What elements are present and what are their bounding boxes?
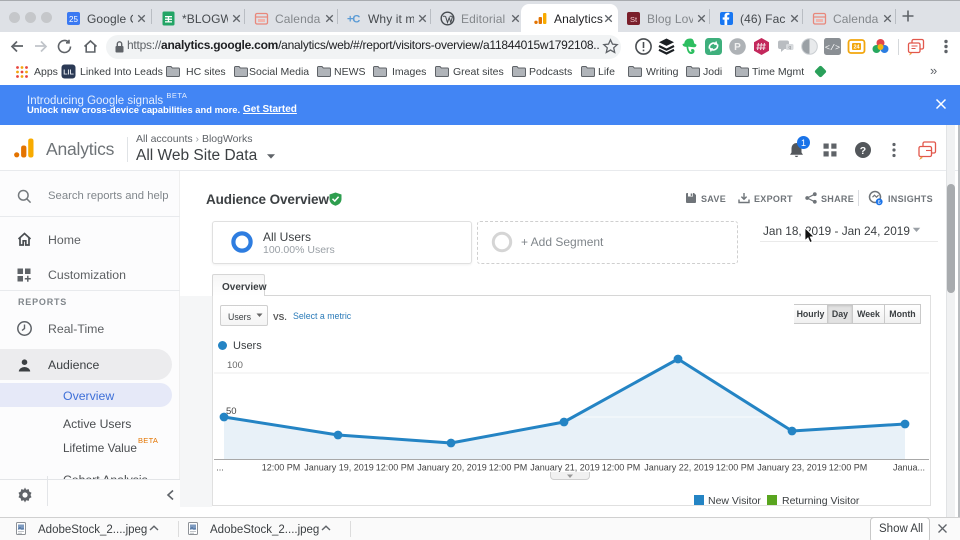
svg-text:LIL: LIL (63, 70, 74, 77)
svg-text:January 19, 2019: January 19, 2019 (304, 463, 374, 473)
svg-text:January 20, 2019: January 20, 2019 (417, 463, 487, 473)
svg-text:12:00 PM: 12:00 PM (829, 463, 868, 473)
svg-text:100: 100 (227, 360, 243, 371)
svg-text:50: 50 (226, 406, 237, 417)
svg-text:25: 25 (69, 15, 78, 24)
svg-text:P: P (734, 42, 741, 53)
svg-text:?: ? (860, 145, 866, 157)
svg-text:...: ... (216, 463, 224, 473)
svg-text:+C: +C (347, 14, 360, 26)
svg-text:12:00 PM: 12:00 PM (716, 463, 755, 473)
svg-text:January 21, 2019: January 21, 2019 (530, 463, 600, 473)
svg-text:January 22, 2019: January 22, 2019 (644, 463, 714, 473)
svg-text:12:00 PM: 12:00 PM (262, 463, 301, 473)
svg-text:Janua...: Janua... (893, 463, 925, 473)
svg-text:1: 1 (801, 138, 806, 148)
svg-text:12:00 PM: 12:00 PM (489, 463, 528, 473)
svg-text:24: 24 (853, 45, 860, 51)
svg-text:12:00 PM: 12:00 PM (602, 463, 641, 473)
svg-text:January 23, 2019: January 23, 2019 (757, 463, 827, 473)
svg-text:St: St (630, 15, 638, 24)
svg-text:q: q (788, 45, 791, 50)
svg-text:</>: </> (825, 43, 840, 53)
svg-text:12:00 PM: 12:00 PM (376, 463, 415, 473)
svg-text:6: 6 (878, 200, 881, 206)
